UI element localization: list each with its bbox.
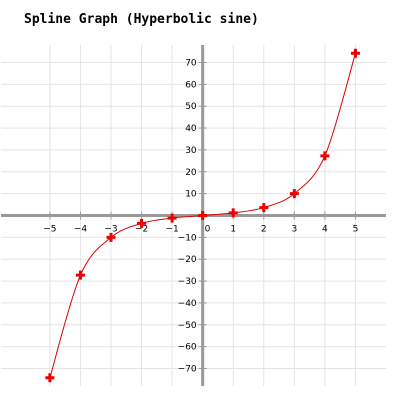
x-tick-label: 2 xyxy=(261,225,267,235)
data-point xyxy=(259,203,269,213)
y-tick-label: 30 xyxy=(185,146,197,156)
y-tick-label: −60 xyxy=(178,343,197,353)
x-tick-label: 3 xyxy=(291,225,297,235)
x-tick-label: 1 xyxy=(230,225,236,235)
x-tick-label: −3 xyxy=(104,225,117,235)
data-point xyxy=(167,213,177,223)
y-tick-label: −50 xyxy=(178,321,197,331)
y-tick-label: 40 xyxy=(185,124,197,134)
x-tick-label: −5 xyxy=(43,225,56,235)
y-tick-label: −10 xyxy=(178,233,197,243)
y-tick-label: 50 xyxy=(185,102,197,112)
x-tick-label: 0 xyxy=(205,225,211,235)
y-tick-label: 20 xyxy=(185,168,197,178)
data-point xyxy=(228,208,238,218)
data-point xyxy=(198,211,208,220)
data-point xyxy=(75,270,85,280)
data-point xyxy=(45,373,55,383)
data-point xyxy=(137,218,147,228)
x-tick-label: 5 xyxy=(353,225,359,235)
x-tick-label: 4 xyxy=(322,225,328,235)
y-tick-label: −30 xyxy=(178,277,197,287)
y-tick-label: −20 xyxy=(178,255,197,265)
data-point xyxy=(289,189,299,199)
x-tick-label: −1 xyxy=(165,225,178,235)
x-tick-label: −4 xyxy=(74,225,88,235)
data-point xyxy=(350,48,360,58)
y-tick-label: 70 xyxy=(185,58,197,68)
data-point xyxy=(320,151,330,161)
data-point xyxy=(106,232,116,242)
y-tick-label: 60 xyxy=(185,80,197,90)
y-tick-label: 10 xyxy=(185,190,197,200)
chart-title: Spline Graph (Hyperbolic sine) xyxy=(24,12,259,27)
y-tick-label: −40 xyxy=(178,299,197,309)
y-tick-label: −70 xyxy=(178,365,197,375)
x-tick-label: −2 xyxy=(135,225,148,235)
